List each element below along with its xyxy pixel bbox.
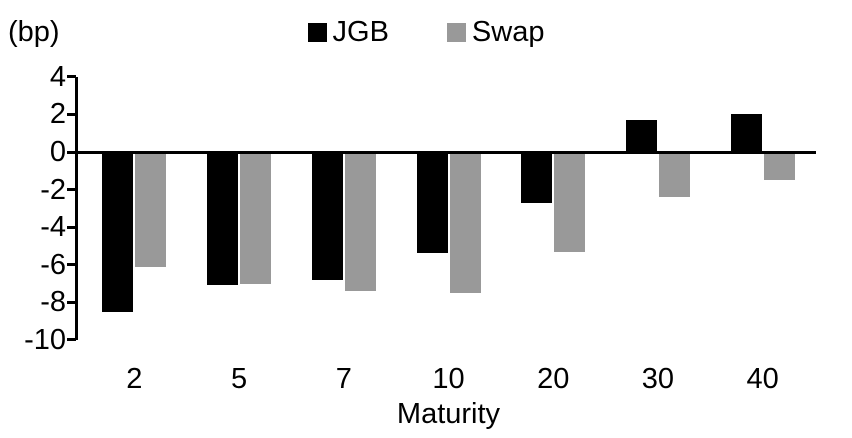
x-axis-category-label: 10 [432,363,465,395]
y-axis-unit-label: (bp) [8,16,60,48]
bar-jgb-2 [102,152,134,312]
bar-jgb-40 [730,114,762,152]
legend-label-jgb: JGB [332,16,389,48]
y-axis-tick-label: -6 [40,248,66,281]
y-axis-tick-label: -2 [40,173,66,206]
bar-jgb-20 [521,152,553,203]
x-axis-category-label: 5 [230,363,248,395]
x-axis-category-label: 7 [335,363,352,395]
y-axis-tick [67,300,76,304]
bar-swap-20 [554,152,586,252]
x-axis-category-label: 20 [537,363,570,395]
y-axis-tick-label: -4 [40,211,66,244]
bar-swap-7 [344,152,376,292]
bar-swap-2 [135,152,167,267]
legend-swatch-swap [446,22,466,42]
y-axis-tick-label: 0 [49,136,66,168]
y-axis-tick-label: -8 [40,286,66,319]
y-axis-tick [67,338,76,342]
y-axis-tick [67,112,76,116]
y-axis-tick [67,188,76,192]
bar-jgb-10 [416,152,448,254]
y-axis-tick [67,225,76,229]
legend-swatch-jgb [307,22,327,42]
legend-label-swap: Swap [471,16,545,48]
bar-swap-5 [240,152,272,284]
x-axis-category-label: 40 [746,363,779,395]
y-axis-tick-label: -10 [24,323,66,356]
bar-jgb-5 [207,152,239,286]
bar-jgb-7 [311,152,343,280]
y-axis-tick-label: 4 [49,60,66,93]
bar-swap-30 [658,152,690,198]
y-axis-line [75,77,78,340]
y-axis-tick [67,263,76,267]
y-axis-tick [67,75,76,79]
bar-swap-10 [449,152,481,293]
x-axis-title: Maturity [396,398,501,430]
bar-swap-40 [763,152,795,181]
y-axis-tick [67,150,76,154]
x-axis-category-label: 30 [641,363,675,395]
x-axis-category-label: 2 [126,363,143,395]
legend-item-swap: Swap [446,15,545,49]
zero-line [75,150,816,154]
legend-item-jgb: JGB [307,15,389,49]
legend: JGB Swap [0,15,852,49]
y-axis-tick-label: 2 [49,98,66,131]
bar-jgb-30 [625,120,657,152]
